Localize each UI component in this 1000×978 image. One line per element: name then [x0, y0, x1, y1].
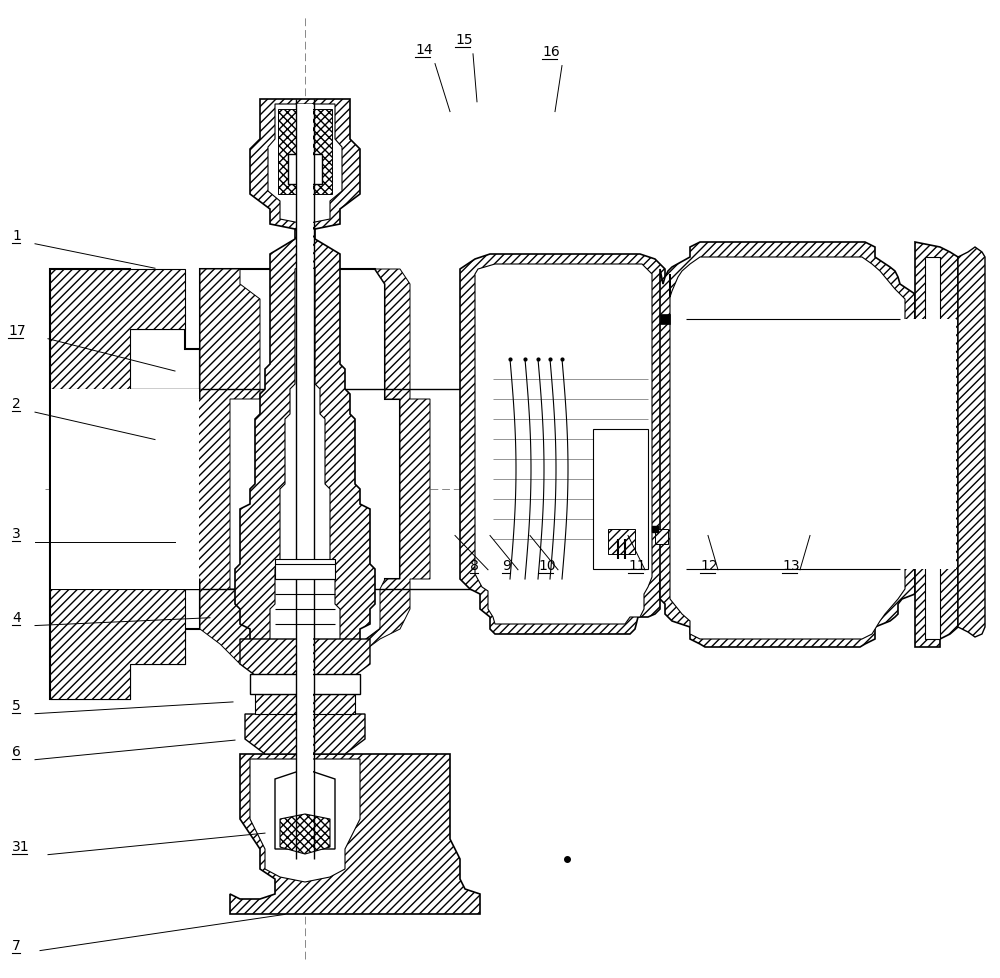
Text: 3: 3	[12, 527, 21, 541]
Polygon shape	[50, 270, 185, 389]
Polygon shape	[51, 389, 199, 590]
Polygon shape	[475, 265, 652, 624]
Text: 2: 2	[12, 397, 21, 411]
Text: 11: 11	[628, 558, 646, 572]
Polygon shape	[660, 315, 670, 325]
Polygon shape	[608, 529, 635, 555]
Polygon shape	[50, 270, 200, 699]
Text: 13: 13	[782, 558, 800, 572]
Polygon shape	[230, 754, 480, 914]
Polygon shape	[250, 100, 360, 230]
Polygon shape	[686, 320, 956, 569]
Text: 14: 14	[415, 43, 433, 57]
Text: 15: 15	[455, 33, 473, 47]
Polygon shape	[50, 590, 185, 699]
Polygon shape	[593, 429, 648, 569]
Text: 6: 6	[12, 744, 21, 758]
Polygon shape	[958, 247, 985, 638]
Polygon shape	[185, 270, 260, 664]
Polygon shape	[297, 105, 313, 854]
Text: 4: 4	[12, 610, 21, 624]
Text: 5: 5	[12, 698, 21, 712]
Text: 31: 31	[12, 839, 30, 853]
Polygon shape	[245, 714, 365, 754]
Polygon shape	[255, 694, 355, 714]
Polygon shape	[268, 105, 342, 225]
Polygon shape	[278, 110, 332, 195]
Text: 12: 12	[700, 558, 718, 572]
Polygon shape	[670, 258, 905, 640]
Polygon shape	[275, 770, 335, 849]
Polygon shape	[250, 759, 360, 882]
Polygon shape	[235, 225, 375, 657]
Polygon shape	[655, 529, 668, 545]
Polygon shape	[490, 272, 645, 614]
Polygon shape	[250, 674, 360, 694]
Polygon shape	[240, 640, 370, 680]
Polygon shape	[925, 258, 940, 640]
Polygon shape	[660, 243, 915, 647]
Text: 10: 10	[538, 558, 556, 572]
Polygon shape	[915, 243, 958, 647]
Text: 17: 17	[8, 324, 26, 337]
Polygon shape	[270, 265, 340, 645]
Polygon shape	[460, 254, 665, 635]
Polygon shape	[686, 320, 900, 569]
Text: 16: 16	[542, 45, 560, 59]
Polygon shape	[185, 270, 400, 664]
Text: 8: 8	[470, 558, 479, 572]
Polygon shape	[275, 559, 335, 579]
Text: 7: 7	[12, 938, 21, 952]
Polygon shape	[288, 155, 322, 185]
Text: 1: 1	[12, 229, 21, 243]
Polygon shape	[340, 270, 430, 664]
Text: 9: 9	[502, 558, 511, 572]
Polygon shape	[280, 814, 330, 854]
